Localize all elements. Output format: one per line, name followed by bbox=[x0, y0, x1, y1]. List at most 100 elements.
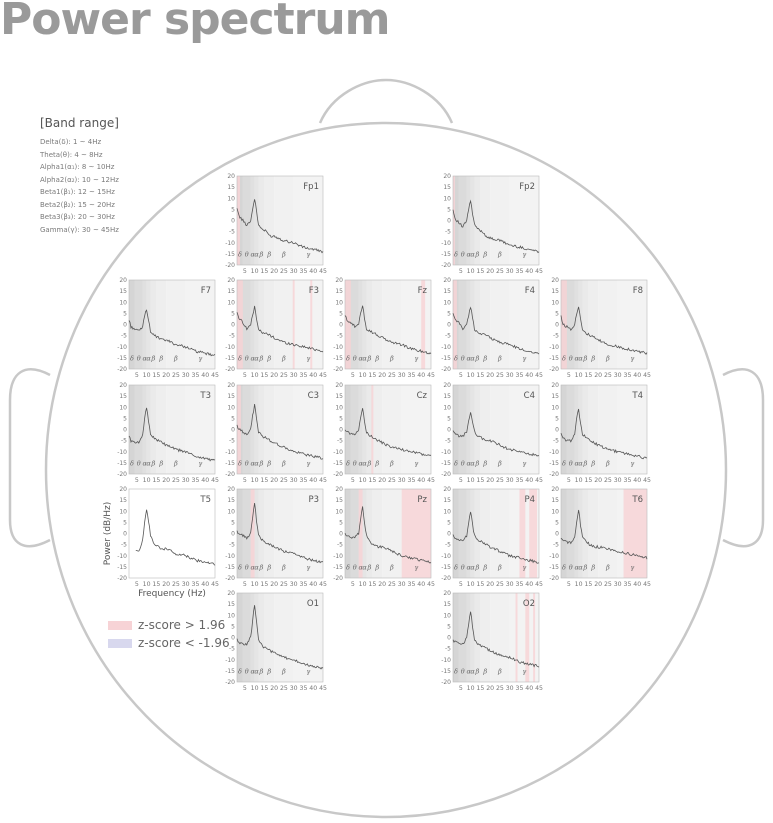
band-label: β bbox=[374, 459, 379, 467]
y-tick-label: -15 bbox=[117, 355, 127, 362]
x-tick-label: 25 bbox=[496, 477, 504, 484]
y-tick-label: 5 bbox=[231, 623, 235, 630]
spectrum-line-pz bbox=[344, 506, 432, 564]
band-label: β bbox=[497, 667, 502, 675]
band-label: α bbox=[470, 354, 475, 362]
band-label: β bbox=[367, 459, 372, 467]
x-tick-label: 20 bbox=[378, 477, 386, 484]
y-tick-label: 15 bbox=[443, 601, 451, 608]
x-tick-label: 40 bbox=[633, 477, 641, 484]
x-tick-label: 20 bbox=[270, 268, 278, 275]
y-tick-label: 5 bbox=[447, 206, 451, 213]
band-shade bbox=[274, 280, 294, 369]
y-tick-label: -20 bbox=[225, 366, 235, 373]
band-gamma: Gamma(γ): 30 ~ 45Hz bbox=[40, 225, 119, 234]
y-tick-label: -10 bbox=[333, 344, 343, 351]
nose-outline bbox=[318, 78, 454, 124]
x-tick-label: 45 bbox=[427, 581, 435, 588]
plot-frame bbox=[128, 384, 216, 475]
band-label: β bbox=[497, 250, 502, 258]
y-tick-label: -15 bbox=[333, 564, 343, 571]
band-shade bbox=[588, 489, 599, 578]
x-tick-label: 15 bbox=[260, 477, 268, 484]
x-tick-label: 40 bbox=[417, 372, 425, 379]
y-tick-label: -20 bbox=[117, 366, 127, 373]
channel-label: P4 bbox=[524, 495, 535, 505]
x-tick-label: 45 bbox=[211, 581, 219, 588]
band-shade bbox=[458, 280, 467, 369]
y-tick-label: 10 bbox=[227, 612, 235, 619]
y-tick-label: -15 bbox=[333, 355, 343, 362]
y-tick-label: 20 bbox=[443, 486, 451, 493]
y-tick-label: -10 bbox=[225, 344, 235, 351]
band-shade bbox=[156, 385, 167, 474]
y-tick-label: 5 bbox=[447, 415, 451, 422]
spectrum-line-fp1 bbox=[236, 199, 324, 254]
band-shade bbox=[250, 176, 255, 265]
y-tick-label: 5 bbox=[339, 310, 343, 317]
spectrum-line-o1 bbox=[236, 605, 324, 670]
x-tick-label: 40 bbox=[201, 372, 209, 379]
band-shade bbox=[474, 593, 481, 682]
y-axis-title: Power (dB/Hz) bbox=[103, 502, 113, 566]
x-tick-label: 5 bbox=[567, 581, 571, 588]
y-tick-label: 10 bbox=[551, 404, 559, 411]
x-tick-label: 45 bbox=[427, 477, 435, 484]
band-shade bbox=[582, 385, 589, 474]
y-tick-label: -10 bbox=[225, 240, 235, 247]
band-label: γ bbox=[306, 667, 310, 675]
y-tick-label: -5 bbox=[337, 542, 343, 549]
band-label: α bbox=[250, 459, 255, 467]
band-shade bbox=[372, 385, 383, 474]
x-tick-label: 20 bbox=[486, 477, 494, 484]
channel-label: P3 bbox=[308, 495, 319, 505]
y-tick-label: 10 bbox=[119, 508, 127, 515]
y-tick-label: 5 bbox=[447, 310, 451, 317]
y-tick-label: -5 bbox=[229, 229, 235, 236]
x-tick-label: 40 bbox=[417, 581, 425, 588]
band-shade bbox=[146, 385, 151, 474]
band-shade bbox=[258, 280, 265, 369]
x-tick-label: 15 bbox=[152, 477, 160, 484]
x-tick-label: 40 bbox=[525, 581, 533, 588]
band-label: α bbox=[146, 354, 151, 362]
band-shade bbox=[466, 280, 471, 369]
band-shade bbox=[372, 280, 383, 369]
y-tick-label: -5 bbox=[229, 438, 235, 445]
x-tick-label: 10 bbox=[143, 372, 151, 379]
y-tick-label: -20 bbox=[441, 262, 451, 269]
band-label: δ bbox=[454, 563, 458, 571]
x-tick-label: 15 bbox=[584, 477, 592, 484]
y-tick-label: 0 bbox=[447, 427, 451, 434]
y-tick-label: 20 bbox=[335, 382, 343, 389]
band-theta: Theta(θ): 4 ~ 8Hz bbox=[40, 150, 103, 159]
spectrum-line-f8 bbox=[560, 306, 648, 355]
x-tick-label: 45 bbox=[643, 581, 651, 588]
y-tick-label: -15 bbox=[225, 460, 235, 467]
band-alpha1: Alpha1(α₁): 8 ~ 10Hz bbox=[40, 163, 115, 171]
band-label: γ bbox=[198, 459, 202, 467]
band-label: δ bbox=[238, 667, 242, 675]
band-label: β bbox=[266, 563, 271, 571]
band-label: γ bbox=[522, 459, 526, 467]
band-label: α bbox=[358, 563, 363, 571]
y-tick-label: 15 bbox=[443, 497, 451, 504]
band-shade bbox=[250, 593, 255, 682]
x-tick-label: 20 bbox=[378, 372, 386, 379]
band-label: β bbox=[482, 563, 487, 571]
band-shade bbox=[566, 385, 575, 474]
band-shade bbox=[264, 489, 275, 578]
channel-label: F3 bbox=[309, 286, 319, 296]
y-tick-label: 15 bbox=[443, 393, 451, 400]
band-shade bbox=[474, 385, 481, 474]
y-tick-label: 15 bbox=[119, 497, 127, 504]
band-shade bbox=[254, 280, 259, 369]
channel-label: T3 bbox=[199, 391, 211, 401]
y-tick-label: -20 bbox=[225, 679, 235, 686]
x-tick-label: 10 bbox=[575, 372, 583, 379]
x-tick-label: 10 bbox=[575, 477, 583, 484]
y-tick-label: 5 bbox=[555, 310, 559, 317]
band-shade bbox=[350, 280, 359, 369]
y-tick-label: -15 bbox=[333, 460, 343, 467]
